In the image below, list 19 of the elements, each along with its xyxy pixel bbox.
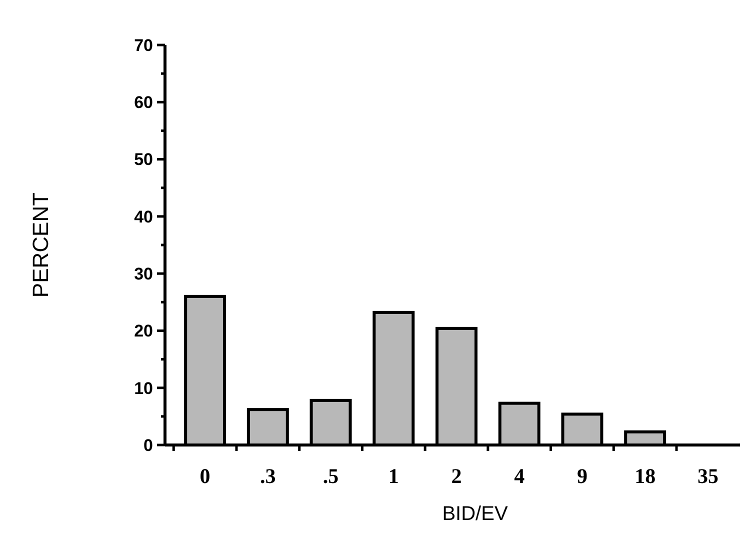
y-tick-label: 10 [134, 378, 153, 398]
y-tick-label: 30 [134, 264, 153, 284]
y-tick-label: 40 [134, 207, 153, 226]
x-tick-label: .5 [322, 464, 339, 488]
y-tick-label: 20 [134, 322, 153, 341]
y-tick-label: 50 [134, 150, 153, 170]
x-tick-label: 2 [451, 464, 462, 488]
y-tick-label: 70 [134, 36, 153, 55]
y-tick-label: 0 [144, 436, 153, 455]
x-tick-label: 0 [200, 464, 210, 488]
x-axis-title: BID/EV [442, 503, 508, 525]
y-tick-label: 60 [134, 93, 153, 112]
x-tick-label: 35 [697, 464, 718, 488]
y-axis-title: PERCENT [28, 192, 53, 298]
x-tick-label: .3 [260, 464, 276, 488]
x-tick-label: 4 [514, 464, 526, 488]
x-tick-label: 18 [634, 464, 656, 488]
x-tick-label: 1 [388, 464, 399, 488]
x-tick-label: 9 [576, 464, 588, 488]
